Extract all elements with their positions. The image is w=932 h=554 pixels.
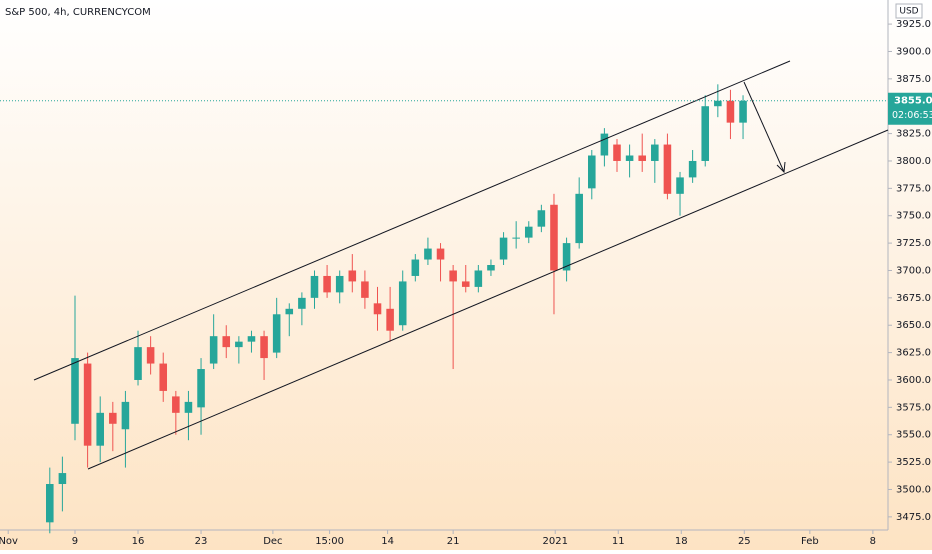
x-tick-label: 14 xyxy=(381,536,394,547)
x-tick-label: 18 xyxy=(675,536,688,547)
y-tick-label: 3725.0 xyxy=(896,238,931,249)
x-tick-label: 15:00 xyxy=(315,536,344,547)
candle-body xyxy=(58,473,67,485)
y-tick-label: 3625.0 xyxy=(896,348,931,359)
y-tick-label: 3750.0 xyxy=(896,211,931,222)
y-tick-label: 3875.0 xyxy=(896,74,931,85)
x-tick-label: Dec xyxy=(263,536,282,547)
candle-body xyxy=(411,259,420,276)
y-tick-label: 3650.0 xyxy=(896,320,931,331)
candle-body xyxy=(474,270,483,287)
y-tick-label: 3700.0 xyxy=(896,265,931,276)
currency-box xyxy=(895,3,923,19)
candle-body xyxy=(109,412,117,424)
candle-body xyxy=(726,100,735,123)
candle-body xyxy=(688,160,697,178)
arrow-head xyxy=(776,161,786,174)
y-tick-label: 3550.0 xyxy=(896,430,931,441)
candle-body xyxy=(524,226,533,238)
candle-body xyxy=(600,133,609,156)
y-tick-label: 3925.0 xyxy=(896,19,931,30)
x-tick-label: 11 xyxy=(612,536,625,547)
candle-body xyxy=(285,308,294,315)
chart-title: S&P 500, 4h, CURRENCYCOM xyxy=(5,7,151,18)
candle-body xyxy=(172,396,180,413)
candle-body xyxy=(638,155,646,161)
x-tick-label: 23 xyxy=(195,536,208,547)
candle-body xyxy=(272,314,281,353)
candle-body xyxy=(424,248,432,260)
x-tick-label: 9 xyxy=(72,536,78,547)
x-tick-label: 2021 xyxy=(543,536,568,547)
x-tick-label: 25 xyxy=(738,536,751,547)
candle-body xyxy=(323,275,331,293)
candle-body xyxy=(361,281,369,298)
x-tick-label: 16 xyxy=(132,536,145,547)
candle-body xyxy=(588,155,596,189)
currency: USD xyxy=(899,7,918,17)
candle-body xyxy=(739,100,747,123)
candle-body xyxy=(625,155,634,161)
candle-body xyxy=(222,336,231,348)
x-tick-label: 21 xyxy=(447,536,460,547)
candle-body xyxy=(701,106,710,161)
y-tick-label: 3575.0 xyxy=(896,402,931,413)
candle-body xyxy=(613,144,621,161)
y-tick-label: 3775.0 xyxy=(896,183,931,194)
candle-body xyxy=(146,347,155,364)
candle-body xyxy=(676,177,684,194)
candle-body xyxy=(260,336,268,359)
candle-body xyxy=(651,144,659,161)
x-tick-label: Feb xyxy=(801,536,819,547)
candle-body xyxy=(461,281,470,287)
y-tick-label: 3600.0 xyxy=(896,375,931,386)
candle-body xyxy=(436,248,445,260)
candle-body xyxy=(83,363,92,446)
candle-body xyxy=(121,401,130,430)
channel-line xyxy=(33,60,791,381)
x-tick-label: 8 xyxy=(870,536,876,547)
candle-body xyxy=(247,336,256,342)
candle-body xyxy=(499,237,508,260)
candle-body xyxy=(487,265,495,271)
candle-body xyxy=(71,358,79,424)
candle-body xyxy=(537,210,546,227)
y-tick-label: 3800.0 xyxy=(896,156,931,167)
candle-body xyxy=(96,412,104,446)
candle-body xyxy=(298,297,306,309)
candle-body xyxy=(159,363,168,391)
candle-body xyxy=(512,237,520,239)
candle-body xyxy=(663,144,672,194)
candle-body xyxy=(335,275,344,293)
candle-body xyxy=(209,336,218,364)
candle-body xyxy=(562,243,571,271)
channel-line xyxy=(87,129,889,470)
y-tick-label: 3825.0 xyxy=(896,129,931,140)
y-tick-label: 3500.0 xyxy=(896,484,931,495)
candle-body xyxy=(386,308,394,331)
candle-body xyxy=(197,369,205,408)
candle-body xyxy=(184,401,193,413)
candle-body xyxy=(235,341,243,348)
arrow xyxy=(743,81,785,173)
candle-body xyxy=(373,303,382,315)
candle-body xyxy=(398,281,407,326)
candle-body xyxy=(449,270,457,282)
candle-body xyxy=(46,484,54,523)
countdown: 02:06:53 xyxy=(892,110,932,121)
x-tick-label: Nov xyxy=(0,536,18,547)
last-price-box xyxy=(888,92,932,125)
candle-body xyxy=(714,100,722,107)
y-tick-label: 3525.0 xyxy=(896,457,931,468)
candle-body xyxy=(348,270,357,282)
candle-body xyxy=(575,193,583,244)
candle-body xyxy=(550,204,558,271)
candle-body xyxy=(134,347,142,380)
last-price-label: 3855.0 xyxy=(894,96,932,107)
y-tick-label: 3475.0 xyxy=(896,512,931,523)
y-tick-label: 3675.0 xyxy=(896,293,931,304)
candle-body xyxy=(310,275,319,298)
y-tick-label: 3900.0 xyxy=(896,46,931,57)
